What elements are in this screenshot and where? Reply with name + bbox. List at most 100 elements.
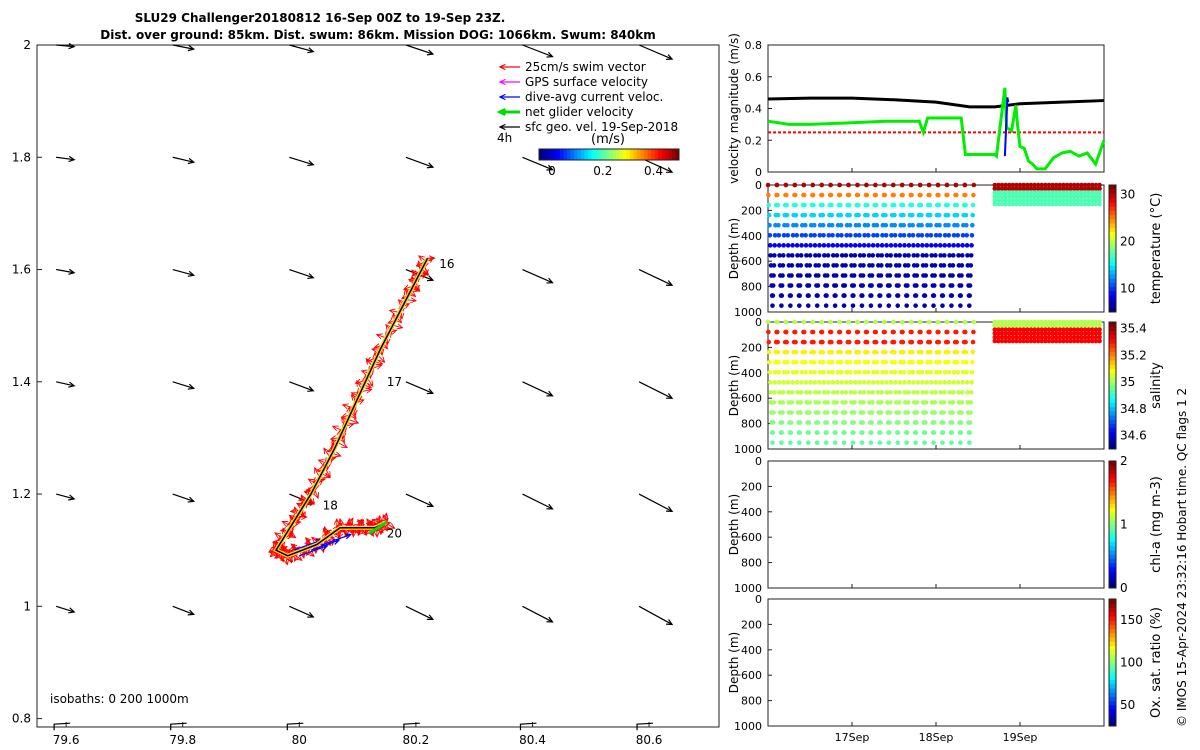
profile-point xyxy=(951,380,956,385)
vector-shaft xyxy=(405,493,434,507)
profile-point xyxy=(1082,182,1088,188)
vector-head xyxy=(426,501,435,508)
panel-colorbar-cell xyxy=(1109,575,1116,581)
profile-point xyxy=(770,430,776,435)
profile-point xyxy=(996,190,1001,195)
panel-colorbar-cell xyxy=(1109,473,1116,479)
profile-point xyxy=(830,232,835,238)
profile-point xyxy=(789,273,794,278)
profile-point xyxy=(794,380,800,385)
profile-point xyxy=(936,212,942,218)
colorbar-tick-label: 0.4 xyxy=(644,164,663,178)
profile-point xyxy=(1050,331,1055,336)
profile-point xyxy=(1057,190,1063,195)
profile-point xyxy=(1079,323,1084,329)
profile-point xyxy=(992,201,998,207)
profile-point xyxy=(875,380,880,385)
profile-point xyxy=(1014,338,1019,344)
profile-point xyxy=(901,369,907,375)
profile-point xyxy=(812,380,818,385)
profile-point xyxy=(1006,194,1012,199)
profile-point xyxy=(914,283,919,288)
profile-point xyxy=(1046,190,1052,195)
profile-point xyxy=(869,410,875,415)
panel-colorbar-cell xyxy=(1109,326,1116,331)
profile-point xyxy=(882,192,887,198)
profile-point xyxy=(802,212,808,218)
vector-head xyxy=(360,369,368,376)
profile-point xyxy=(1061,319,1066,325)
profile-point xyxy=(783,182,789,188)
panel-colorbar-cell xyxy=(1109,645,1116,651)
profile-point xyxy=(1064,323,1070,329)
profile-point xyxy=(1046,201,1052,207)
profile-point xyxy=(1079,194,1084,199)
vector-head xyxy=(546,390,554,397)
panel-colorbar-cell xyxy=(1109,620,1116,625)
profile-point xyxy=(1006,327,1012,332)
profile-point xyxy=(936,339,942,345)
colorbar-cell xyxy=(584,149,589,160)
profile-point xyxy=(1082,323,1088,329)
vector-shaft xyxy=(522,493,553,510)
vector-shaft xyxy=(55,493,75,500)
profile-point xyxy=(857,253,863,258)
profile-point xyxy=(1075,331,1081,336)
profile-point xyxy=(799,232,805,238)
profile-point xyxy=(821,390,827,395)
profile-point xyxy=(923,410,929,415)
profile-point xyxy=(794,232,800,238)
profile-point xyxy=(897,243,903,248)
vector-head xyxy=(187,383,196,390)
profile-point xyxy=(969,369,975,375)
map-ytick-label: 1.8 xyxy=(12,150,31,164)
colorbar-cell xyxy=(567,149,571,160)
profile-point xyxy=(771,400,777,405)
panel-colorbar-cell xyxy=(1109,201,1116,207)
profile-point xyxy=(1068,190,1073,195)
panel-colorbar-cell xyxy=(1109,615,1116,621)
profile-point xyxy=(839,369,844,375)
profile-point xyxy=(899,319,905,325)
panel-colorbar-cell xyxy=(1109,218,1116,224)
profile-point xyxy=(837,182,842,188)
profile-point xyxy=(780,390,786,395)
profile-point xyxy=(848,243,854,248)
profile-point xyxy=(1046,186,1052,192)
profile-point xyxy=(1035,334,1041,340)
profile-point xyxy=(812,369,817,375)
profile-point xyxy=(804,390,809,395)
profile-point xyxy=(774,319,780,325)
profile-point xyxy=(1093,327,1099,332)
profile-point xyxy=(919,222,924,228)
profile-point xyxy=(1003,319,1008,325)
vector-head xyxy=(322,528,330,535)
panel-colorbar-cell xyxy=(1109,520,1116,525)
profile-point xyxy=(996,338,1001,344)
profile-point xyxy=(857,243,863,248)
profile-point xyxy=(868,440,874,445)
profile-point xyxy=(1035,182,1041,188)
profile-point xyxy=(771,410,776,415)
vector-head xyxy=(307,611,315,618)
panel-colorbar-cell xyxy=(1109,675,1116,680)
profile-point xyxy=(911,380,916,385)
profile-point xyxy=(909,349,915,355)
profile-point xyxy=(996,194,1001,199)
profile-point xyxy=(992,323,998,329)
profile-point xyxy=(1050,182,1055,188)
profile-point xyxy=(1017,331,1023,336)
profile-point xyxy=(857,390,863,395)
profile-point xyxy=(964,369,970,375)
profile-point xyxy=(954,349,960,355)
panel-colorbar-cell xyxy=(1109,269,1116,275)
profile-point xyxy=(853,232,858,238)
vector-shaft xyxy=(299,545,328,557)
profile-point xyxy=(1028,186,1034,192)
panel-colorbar-cell xyxy=(1109,343,1116,348)
profile-point xyxy=(883,222,889,228)
panel-colorbar-cell xyxy=(1109,299,1116,305)
panel-colorbar-cell xyxy=(1109,696,1116,702)
profile-point xyxy=(866,253,872,258)
